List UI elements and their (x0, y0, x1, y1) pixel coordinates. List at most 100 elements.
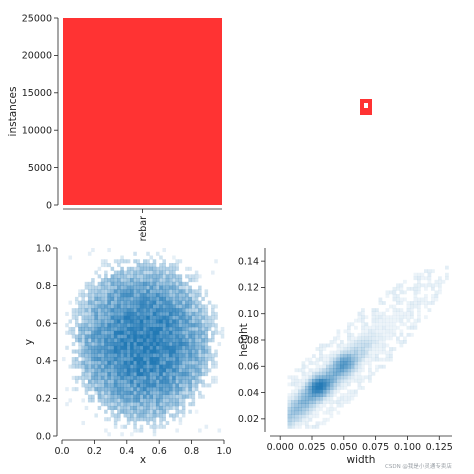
heatmap-cell (298, 393, 302, 397)
heatmap-cell (188, 311, 192, 316)
heatmap-cell (392, 318, 397, 323)
heatmap-cell (343, 382, 348, 387)
heatmap-cell (329, 403, 334, 408)
heatmap-cell (130, 398, 134, 403)
heatmap-cell (104, 409, 108, 414)
heatmap-cell (191, 364, 196, 369)
heatmap-cell (181, 409, 186, 414)
heatmap-cell (188, 387, 192, 392)
heatmap-cell (175, 409, 179, 414)
heatmap-cell (94, 364, 98, 369)
heatmap-cell (71, 315, 76, 320)
heatmap-cell (152, 281, 157, 286)
heatmap-cell (146, 323, 150, 328)
heatmap-cell (139, 281, 144, 286)
heatmap-cell (191, 345, 196, 350)
heatmap-cell (347, 364, 351, 369)
heatmap-cell (389, 354, 393, 358)
heatmap-cell (94, 390, 98, 395)
heatmap-cell (399, 301, 404, 305)
heatmap-cell (159, 326, 163, 332)
heatmap-cell (329, 414, 334, 419)
heatmap-cell (357, 343, 362, 348)
wh-y-tick-label: 0.08 (238, 335, 259, 346)
heatmap-cell (74, 387, 79, 392)
heatmap-cell (91, 334, 95, 339)
heatmap-cell (178, 285, 183, 290)
heatmap-cell (97, 319, 102, 324)
heatmap-cell (185, 357, 189, 362)
heatmap-cell (207, 345, 212, 350)
heatmap-cell (123, 300, 128, 305)
heatmap-cell (340, 354, 344, 358)
heatmap-cell (357, 364, 362, 369)
heatmap-cell (294, 382, 299, 387)
heatmap-cell (149, 304, 154, 309)
heatmap-cell (126, 330, 131, 335)
heatmap-cell (130, 323, 134, 328)
heatmap-cell (100, 300, 105, 305)
heatmap-cell (315, 364, 320, 369)
heatmap-cell (194, 345, 199, 350)
heatmap-cell (326, 357, 330, 362)
heatmap-cell (371, 329, 376, 334)
heatmap-cell (104, 281, 108, 286)
heatmap-cell (84, 368, 89, 373)
heatmap-cell (420, 283, 425, 288)
heatmap-cell (361, 308, 365, 312)
heatmap-cell (333, 407, 337, 412)
heatmap-cell (107, 285, 111, 290)
heatmap-cell (175, 296, 179, 301)
heatmap-cell (104, 330, 108, 335)
heatmap-cell (301, 414, 306, 419)
heatmap-cell (165, 311, 170, 316)
heatmap-cell (375, 343, 379, 348)
heatmap-cell (133, 345, 137, 350)
heatmap-cell (104, 345, 108, 350)
heatmap-cell (294, 375, 299, 380)
heatmap-cell (120, 345, 124, 350)
heatmap-cell (396, 340, 400, 344)
heatmap-cell (165, 270, 170, 275)
heatmap-cell (178, 274, 183, 279)
heatmap-cell (350, 389, 355, 394)
heatmap-cell (168, 311, 173, 316)
heatmap-cell (350, 340, 355, 344)
heatmap-cell (371, 347, 376, 351)
heatmap-cell (143, 293, 147, 298)
heatmap-cell (178, 345, 183, 350)
heatmap-cell (100, 349, 105, 354)
heatmap-cell (385, 325, 390, 330)
heatmap-cell (152, 402, 157, 407)
heatmap-cell (350, 361, 355, 366)
xy-x-tick-label: 0.2 (87, 446, 102, 457)
heatmap-cell (336, 336, 341, 341)
heatmap-cell (194, 383, 199, 388)
heatmap-cell (152, 398, 157, 403)
heatmap-cell (130, 432, 134, 437)
heatmap-cell (133, 398, 137, 403)
wh-y-tick-label: 0.12 (238, 283, 259, 294)
heatmap-cell (343, 343, 348, 348)
heatmap-cell (136, 263, 141, 268)
heatmap-cell (130, 330, 134, 335)
heatmap-cell (165, 334, 170, 339)
heatmap-cell (350, 322, 355, 327)
heatmap-cell (336, 364, 341, 369)
heatmap-cell (350, 393, 355, 397)
heatmap-cell (194, 311, 199, 316)
heatmap-cell (110, 364, 115, 369)
heatmap-cell (146, 342, 150, 347)
heatmap-cell (152, 360, 157, 365)
heatmap-cell (399, 286, 404, 291)
xy-y-axis-label: y (23, 339, 35, 345)
heatmap-cell (143, 394, 147, 399)
heatmap-cell (97, 296, 102, 301)
heatmap-cell (403, 311, 407, 316)
heatmap-cell (97, 390, 102, 395)
heatmap-cell (191, 379, 196, 384)
heatmap-cell (336, 361, 341, 366)
heatmap-cell (191, 274, 196, 279)
heatmap-cell (378, 364, 383, 369)
heatmap-cell (361, 354, 365, 358)
